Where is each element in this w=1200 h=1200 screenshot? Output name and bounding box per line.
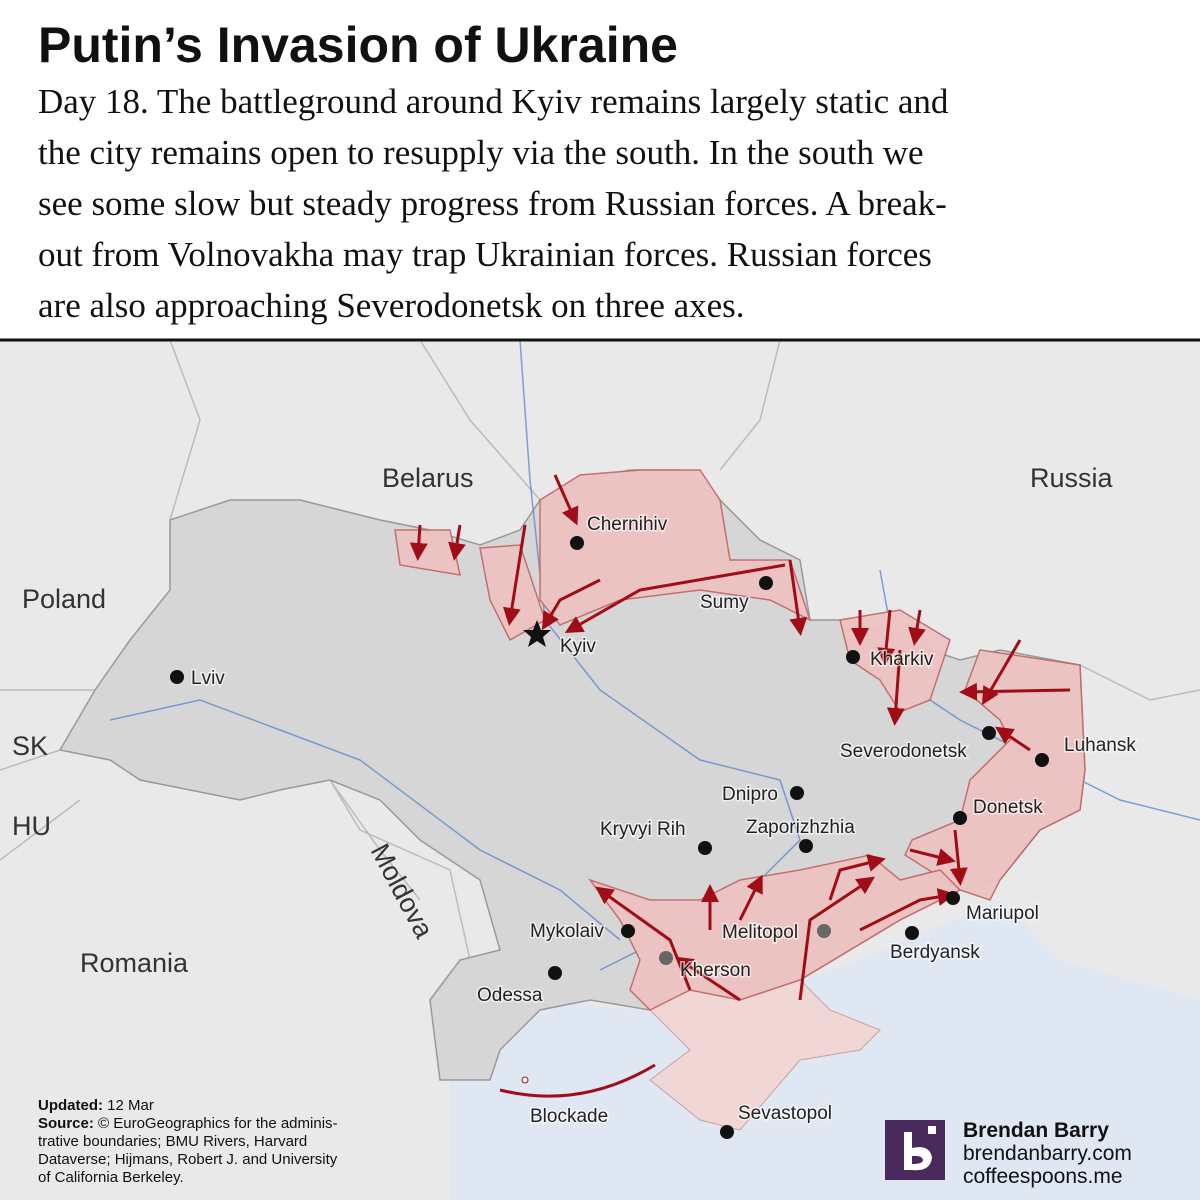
city-label: Dnipro	[722, 784, 778, 805]
city-label: Mykolaiv	[530, 921, 604, 942]
updated-date: 12 Mar	[107, 1097, 154, 1114]
country-label: Poland	[22, 584, 106, 614]
description: Day 18. The battleground around Kyiv rem…	[38, 82, 949, 325]
description-line: the city remains open to resupply via th…	[38, 133, 924, 172]
brand-url: brendanbarry.com	[963, 1142, 1132, 1165]
city-label: Kharkiv	[870, 649, 934, 670]
country-label: Romania	[80, 948, 189, 978]
city-dot	[759, 576, 773, 590]
source-line: © EuroGeographics for the adminis-	[98, 1115, 338, 1132]
source-line: trative boundaries; BMU Rivers, Harvard	[38, 1133, 307, 1150]
arrows	[409, 474, 1071, 1098]
city-dot	[846, 650, 860, 664]
city-label: Lviv	[191, 668, 225, 689]
city-dot	[659, 951, 673, 965]
brand-url: coffeespoons.me	[963, 1165, 1123, 1188]
city-label: Melitopol	[722, 922, 798, 943]
logo-dot	[928, 1126, 936, 1134]
updated-label: Updated:	[38, 1097, 103, 1114]
city-label: Berdyansk	[890, 942, 980, 963]
description-line: out from Volnovakha may trap Ukrainian f…	[38, 235, 932, 274]
city-label: Odessa	[477, 985, 543, 1006]
ship-marker	[521, 1076, 529, 1084]
cities: Chernihiv Sumy Kyiv Kharkiv Severodonetsk Luh…	[170, 513, 1138, 1139]
capital-marker	[523, 620, 551, 647]
city-label: Zaporizhzhia	[746, 817, 855, 838]
brand: Brendan Barry brendanbarry.com coffeespo…	[885, 1119, 1132, 1188]
footer: Updated: 12 Mar Source: © EuroGeographic…	[38, 1097, 338, 1186]
city-dot	[570, 536, 584, 550]
city-label: Severodonetsk	[840, 741, 967, 762]
title: Putin’s Invasion of Ukraine	[38, 17, 678, 73]
city-label: Kyiv	[560, 636, 596, 657]
description-line: Day 18. The battleground around Kyiv rem…	[38, 82, 949, 121]
city-label: Mariupol	[966, 903, 1039, 924]
blockade-line	[499, 1063, 656, 1098]
map: Belarus Russia Poland SK HU Romania Mold…	[0, 339, 1200, 1200]
country-label: SK	[12, 731, 48, 761]
city-label: Sumy	[700, 592, 749, 613]
city-label: Sevastopol	[738, 1103, 832, 1124]
source-line: of California Berkeley.	[38, 1169, 184, 1186]
country-label: Belarus	[382, 463, 474, 493]
city-dot	[946, 891, 960, 905]
updated: Updated: 12 Mar	[38, 1097, 154, 1114]
city-dot	[698, 841, 712, 855]
city-dot	[982, 726, 996, 740]
description-line: see some slow but steady progress from R…	[38, 184, 947, 223]
city-dot	[170, 670, 184, 684]
city-label: Luhansk	[1064, 735, 1136, 756]
city-dot	[905, 926, 919, 940]
source-line: Dataverse; Hijmans, Robert J. and Univer…	[38, 1151, 338, 1168]
borders	[0, 339, 1200, 961]
source-label: Source:	[38, 1115, 94, 1132]
city-dot	[799, 839, 813, 853]
city-label: Chernihiv	[587, 514, 668, 535]
brand-name: Brendan Barry	[963, 1119, 1109, 1142]
city-label: Kherson	[680, 960, 751, 981]
city-dot	[817, 924, 831, 938]
city-label: Kryvyi Rih	[600, 819, 686, 840]
country-label: Russia	[1030, 463, 1114, 493]
city-dot	[1035, 753, 1049, 767]
city-dot	[621, 924, 635, 938]
city-dot	[548, 966, 562, 980]
description-line: are also approaching Severodonetsk on th…	[38, 286, 745, 325]
annotation: Blockade	[530, 1106, 608, 1127]
city-dot	[953, 811, 967, 825]
city-label: Donetsk	[973, 797, 1043, 818]
country-label: HU	[12, 811, 51, 841]
source: Source: © EuroGeographics for the admini…	[38, 1115, 338, 1132]
logo-glyph	[904, 1132, 932, 1171]
city-dot	[720, 1125, 734, 1139]
city-dot	[790, 786, 804, 800]
